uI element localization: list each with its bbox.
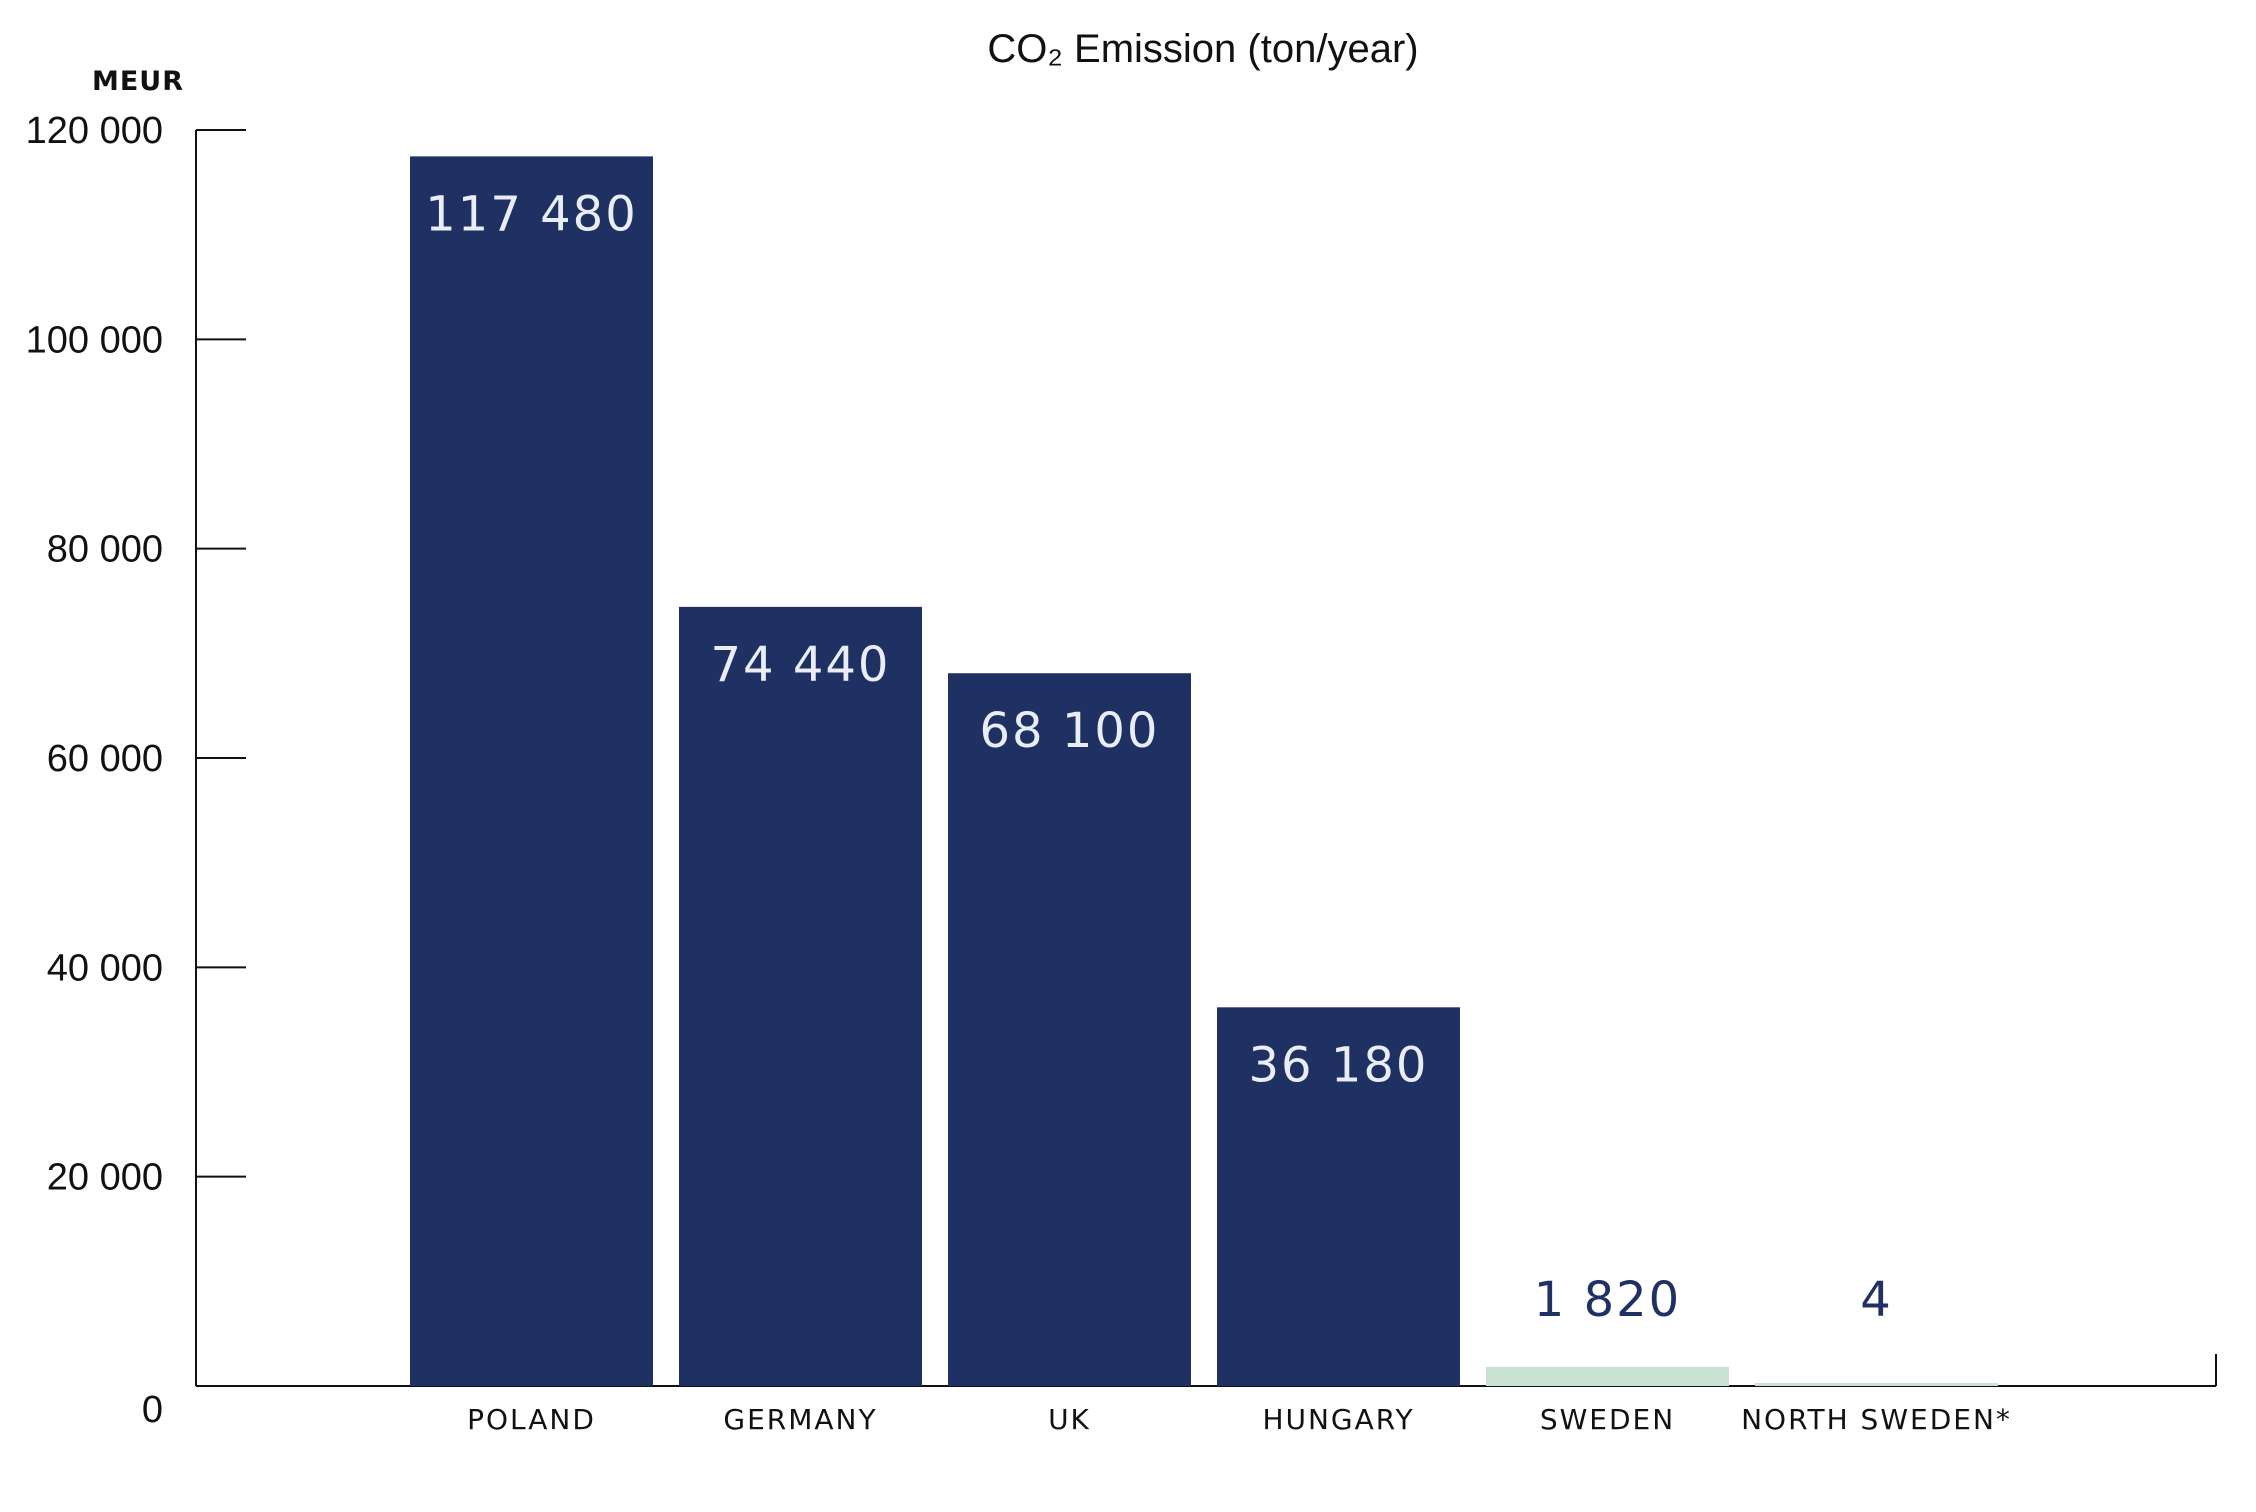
x-tick-label: SWEDEN bbox=[1540, 1403, 1675, 1436]
bar-sweden bbox=[1486, 1366, 1729, 1386]
bar-poland bbox=[410, 156, 653, 1387]
x-tick-label: UK bbox=[1048, 1403, 1091, 1436]
chart-title: CO₂ Emission (ton/year) bbox=[987, 27, 1418, 71]
value-label: 74 440 bbox=[711, 637, 891, 693]
x-tick-label: POLAND bbox=[467, 1403, 596, 1436]
y-tick-label: 60 000 bbox=[47, 738, 163, 780]
value-label: 1 820 bbox=[1534, 1272, 1681, 1328]
y-axis-ticks: 0 20 000 40 000 60 000 80 000 100 000 120 000 bbox=[26, 110, 246, 1431]
y-tick-label: 100 000 bbox=[26, 319, 163, 361]
value-label: 36 180 bbox=[1249, 1037, 1429, 1093]
bar-hungary bbox=[1217, 1007, 1460, 1386]
value-label: 4 bbox=[1860, 1272, 1893, 1328]
y-tick-label: 120 000 bbox=[26, 110, 163, 152]
value-labels: 117 480 74 440 68 100 36 180 1 820 4 bbox=[425, 186, 1893, 1328]
y-tick-label: 20 000 bbox=[47, 1157, 163, 1199]
bars bbox=[410, 156, 1998, 1387]
x-axis-labels: POLAND GERMANY UK HUNGARY SWEDEN NORTH SWEDEN… bbox=[467, 1403, 2012, 1436]
y-tick-label: 0 bbox=[142, 1389, 163, 1431]
x-tick-label: NORTH SWEDEN* bbox=[1741, 1403, 2012, 1436]
y-tick-label: 40 000 bbox=[47, 947, 163, 989]
x-tick-label: HUNGARY bbox=[1262, 1403, 1414, 1436]
bar-uk bbox=[948, 673, 1191, 1386]
x-tick-label: GERMANY bbox=[723, 1403, 877, 1436]
bar-north-sweden bbox=[1755, 1383, 1998, 1386]
bar-germany bbox=[679, 606, 922, 1386]
y-axis-unit-label: MEUR bbox=[92, 66, 184, 97]
value-label: 68 100 bbox=[980, 703, 1160, 759]
value-label: 117 480 bbox=[425, 186, 638, 242]
y-tick-label: 80 000 bbox=[47, 529, 163, 571]
